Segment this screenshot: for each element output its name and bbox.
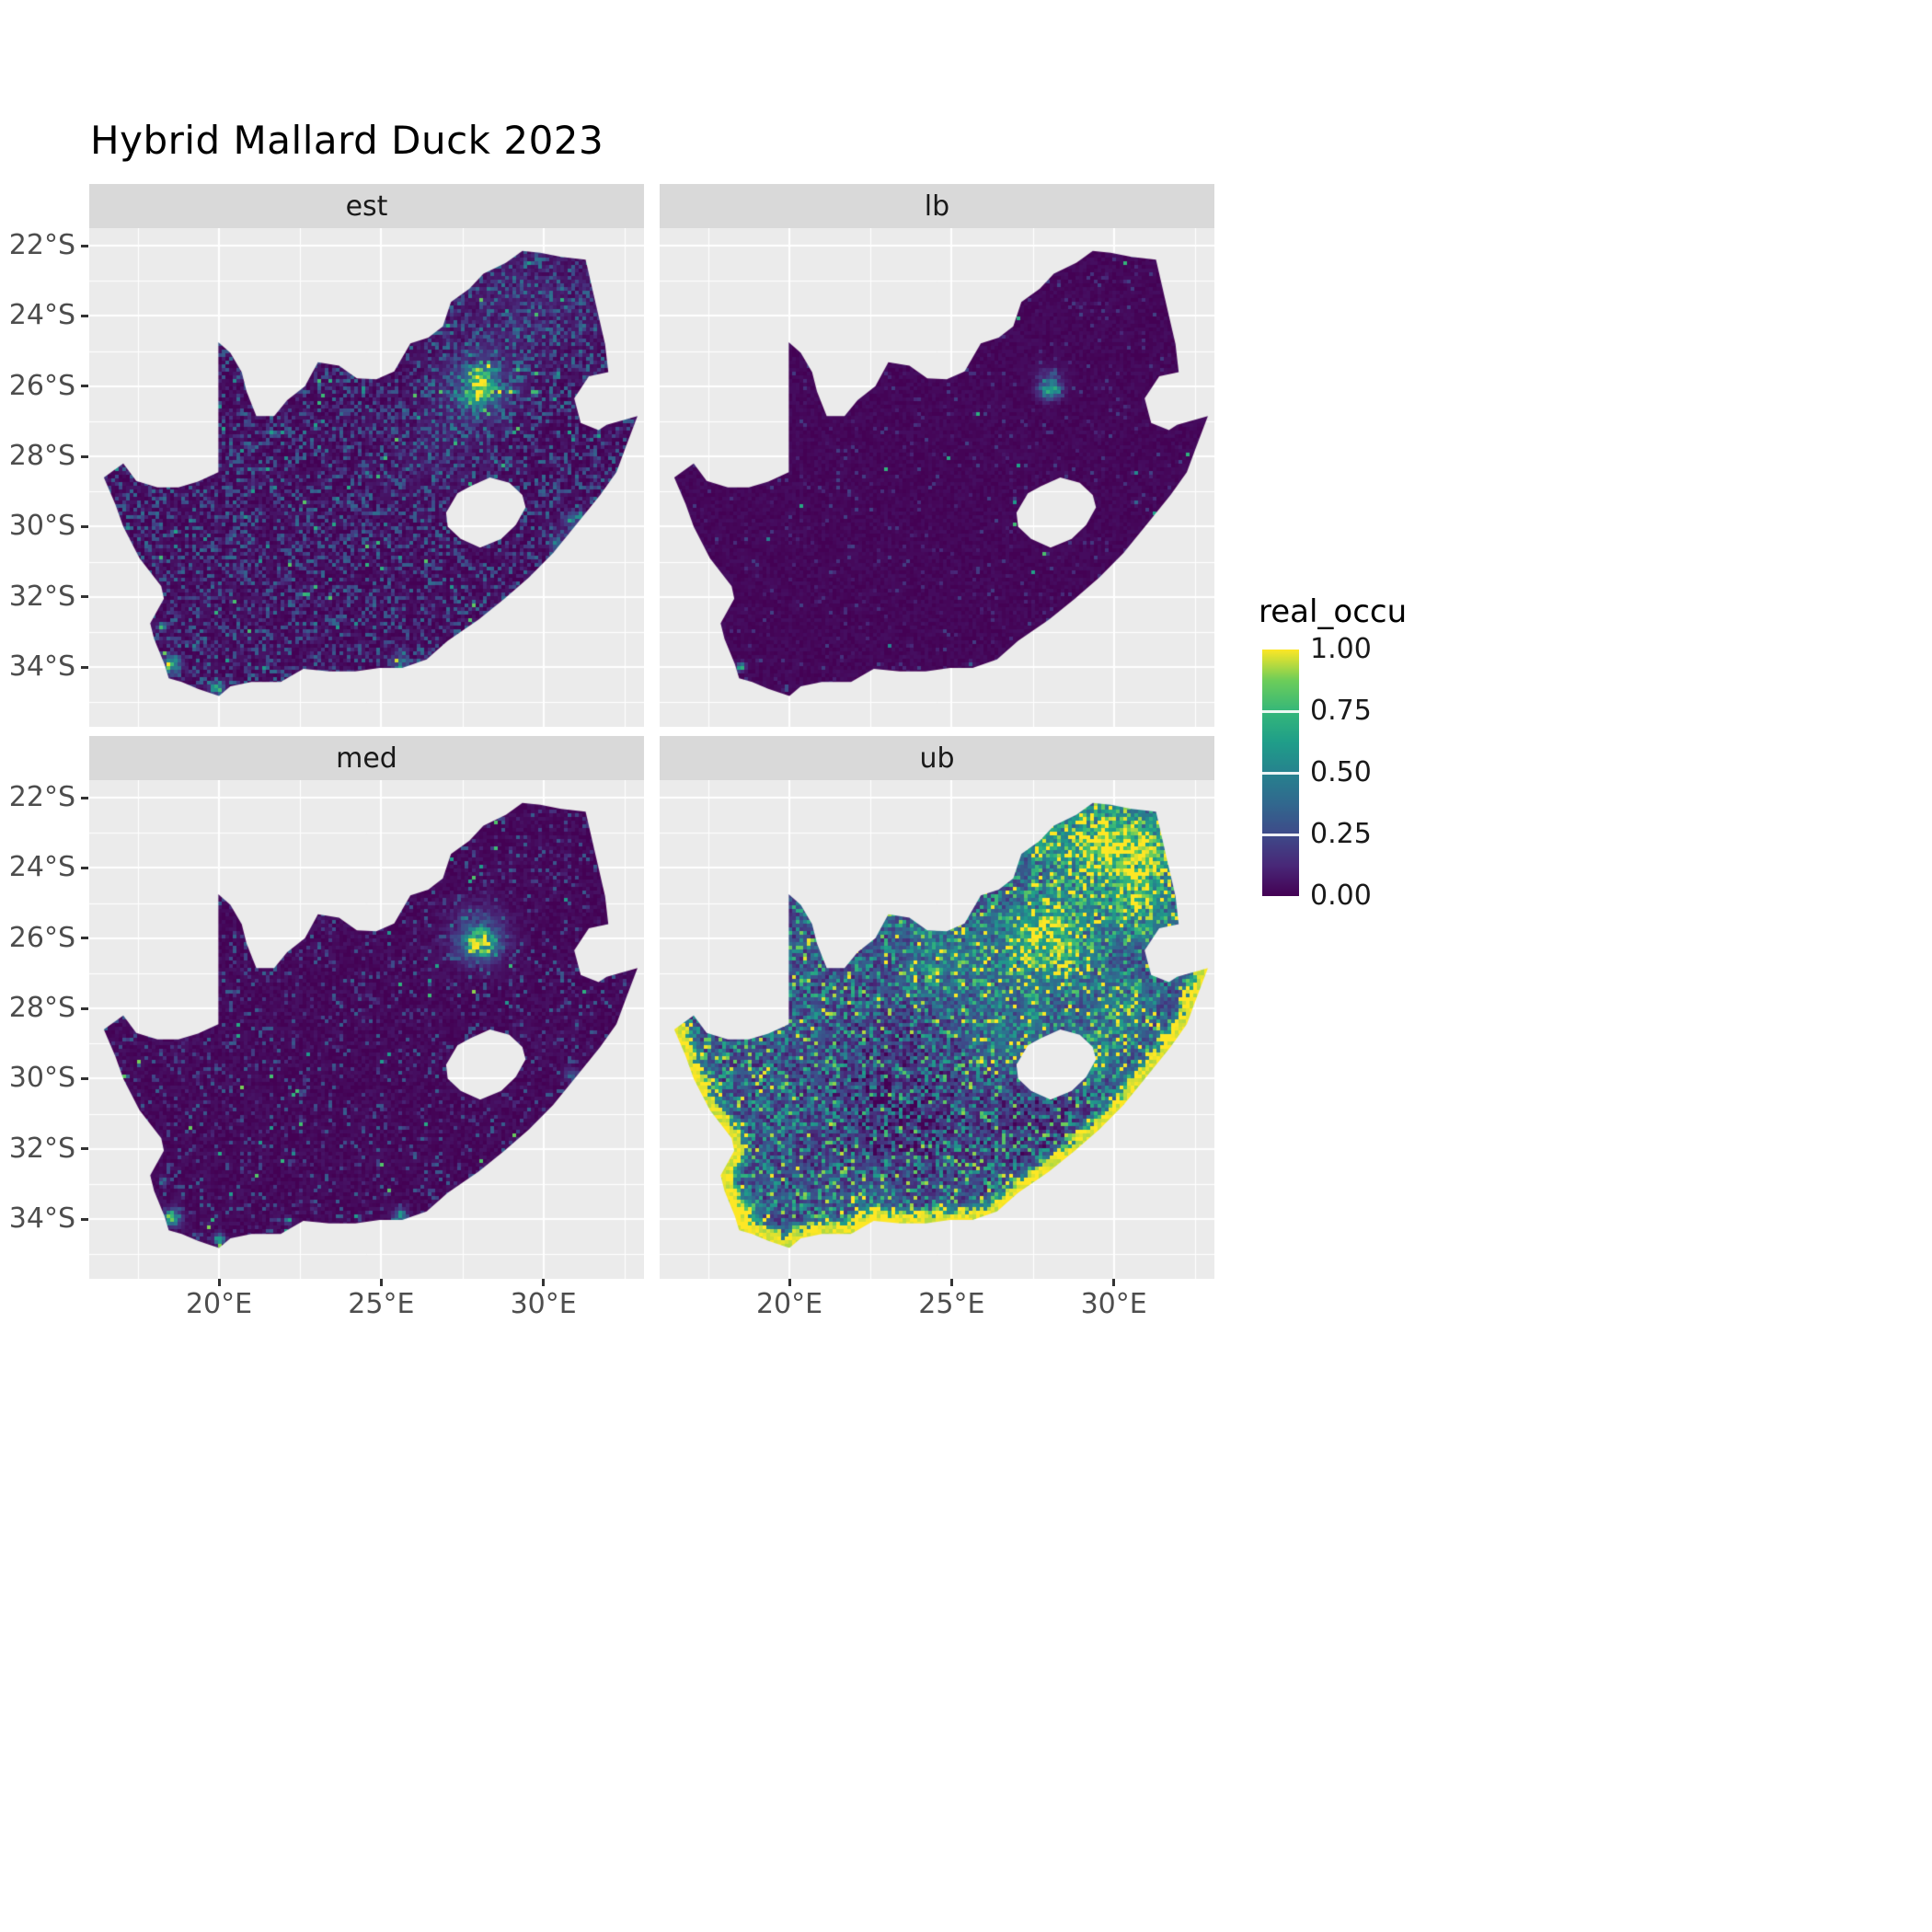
y-tick-mark [81, 385, 88, 388]
facet-strip-label: est [345, 190, 388, 223]
facet-panel-med [89, 780, 644, 1279]
x-tick-label: 30°E [510, 1288, 577, 1320]
y-tick-label: 22°S [8, 229, 75, 262]
legend-tick-label: 0.25 [1310, 818, 1372, 850]
y-tick-label: 28°S [8, 440, 75, 473]
y-tick-mark [81, 314, 88, 317]
legend-tick-mark [1262, 709, 1299, 713]
legend-tick-label: 0.50 [1310, 756, 1372, 788]
x-tick-mark [542, 1279, 546, 1286]
y-tick-mark [81, 796, 88, 799]
y-tick-mark [81, 524, 88, 528]
y-tick-label: 26°S [8, 921, 75, 954]
legend-tick-label: 0.00 [1310, 880, 1372, 912]
y-tick-mark [81, 1076, 88, 1080]
y-tick-mark [81, 866, 88, 869]
legend-tick-mark [1262, 833, 1299, 836]
facet-strip-ub: ub [660, 736, 1214, 780]
y-tick-mark [81, 1217, 88, 1221]
x-tick-label: 30°E [1080, 1288, 1147, 1320]
x-tick-label: 20°E [185, 1288, 253, 1320]
chart-title: Hybrid Mallard Duck 2023 [90, 118, 604, 163]
y-tick-mark [81, 1147, 88, 1151]
y-tick-mark [81, 665, 88, 669]
facet-strip-label: med [336, 742, 397, 775]
y-tick-label: 22°S [8, 781, 75, 814]
legend-tick-label: 1.00 [1310, 633, 1372, 665]
y-tick-mark [81, 937, 88, 940]
legend-tick-mark [1262, 771, 1299, 775]
legend-tick-label: 0.75 [1310, 695, 1372, 727]
y-tick-label: 26°S [8, 369, 75, 402]
y-tick-mark [81, 244, 88, 247]
y-tick-mark [81, 454, 88, 458]
x-tick-mark [217, 1279, 221, 1286]
legend-title: real_occu [1259, 593, 1408, 630]
y-tick-label: 34°S [8, 650, 75, 684]
x-tick-mark [379, 1279, 383, 1286]
x-tick-label: 25°E [918, 1288, 985, 1320]
x-tick-mark [949, 1279, 953, 1286]
facet-strip-lb: lb [660, 184, 1214, 228]
y-tick-label: 30°S [8, 510, 75, 543]
y-tick-label: 32°S [8, 580, 75, 613]
x-tick-label: 20°E [755, 1288, 823, 1320]
facet-panel-est [89, 228, 644, 727]
facet-strip-label: ub [919, 742, 955, 775]
y-tick-label: 34°S [8, 1202, 75, 1236]
y-tick-label: 32°S [8, 1132, 75, 1165]
facet-panel-lb [660, 228, 1214, 727]
facet-strip-med: med [89, 736, 644, 780]
facet-strip-est: est [89, 184, 644, 228]
y-tick-label: 30°S [8, 1062, 75, 1095]
y-tick-label: 28°S [8, 992, 75, 1025]
y-tick-label: 24°S [8, 299, 75, 332]
facet-panel-ub [660, 780, 1214, 1279]
y-tick-label: 24°S [8, 851, 75, 884]
x-tick-mark [1112, 1279, 1116, 1286]
x-tick-mark [788, 1279, 791, 1286]
x-tick-label: 25°E [348, 1288, 415, 1320]
facet-strip-label: lb [924, 190, 950, 223]
y-tick-mark [81, 595, 88, 599]
y-tick-mark [81, 1006, 88, 1010]
